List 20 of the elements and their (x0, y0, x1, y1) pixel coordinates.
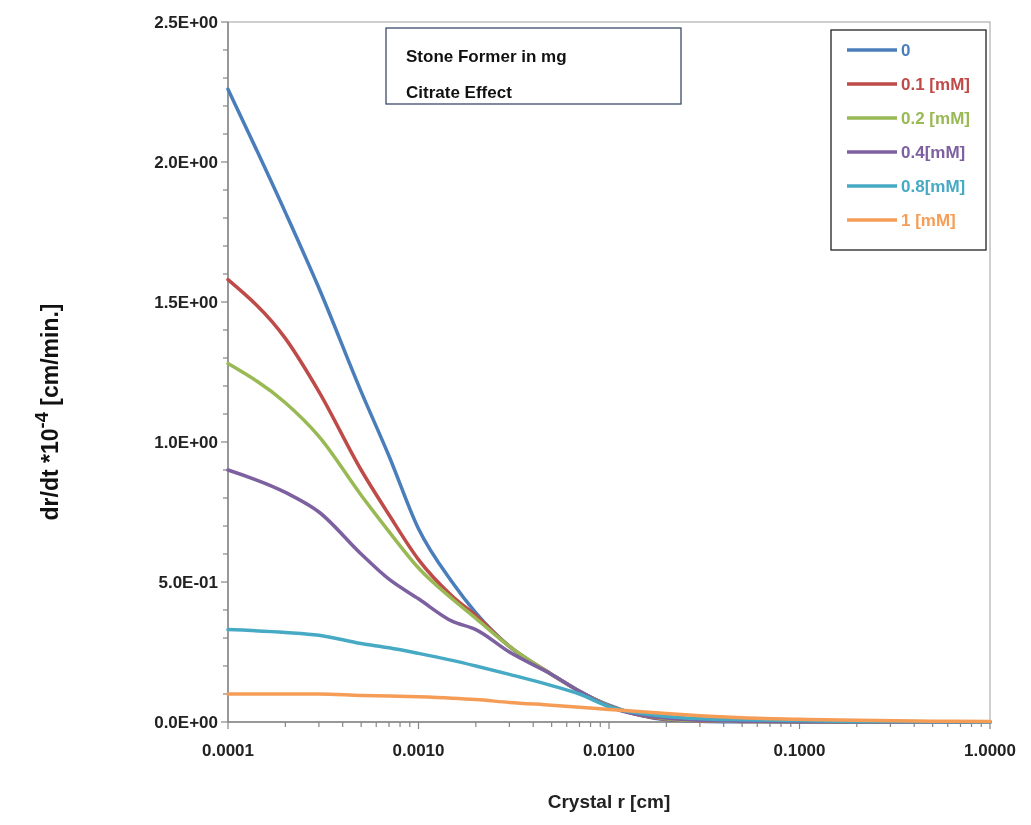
annotation: Stone Former in mg (406, 47, 567, 66)
y-tick-label: 1.5E+00 (154, 292, 218, 312)
x-tick-label: 0.1000 (773, 741, 826, 760)
x-tick-label: 0.0001 (202, 741, 254, 760)
y-tick-label: 2.5E+00 (154, 12, 218, 32)
legend-label: 0 (901, 40, 911, 60)
legend-label: 1 [mM] (901, 210, 956, 230)
legend-label: 0.4[mM] (901, 142, 966, 162)
y-tick-label: 0.0E+00 (154, 712, 218, 732)
legend-label: 0.2 [mM] (901, 108, 970, 128)
x-tick-label: 0.0010 (392, 741, 445, 760)
legend-label: 0.8[mM] (901, 176, 966, 196)
legend-label: 0.1 [mM] (901, 74, 970, 94)
y-tick-label: 2.0E+00 (154, 152, 218, 172)
y-tick-label: 1.0E+00 (154, 432, 218, 452)
x-tick-label: 0.0100 (583, 741, 635, 760)
x-tick-label: 1.0000 (964, 741, 1016, 760)
x-axis-title: Crystal r [cm] (547, 791, 671, 812)
y-tick-label: 5.0E-01 (158, 572, 218, 592)
annotation: Citrate Effect (406, 83, 513, 102)
